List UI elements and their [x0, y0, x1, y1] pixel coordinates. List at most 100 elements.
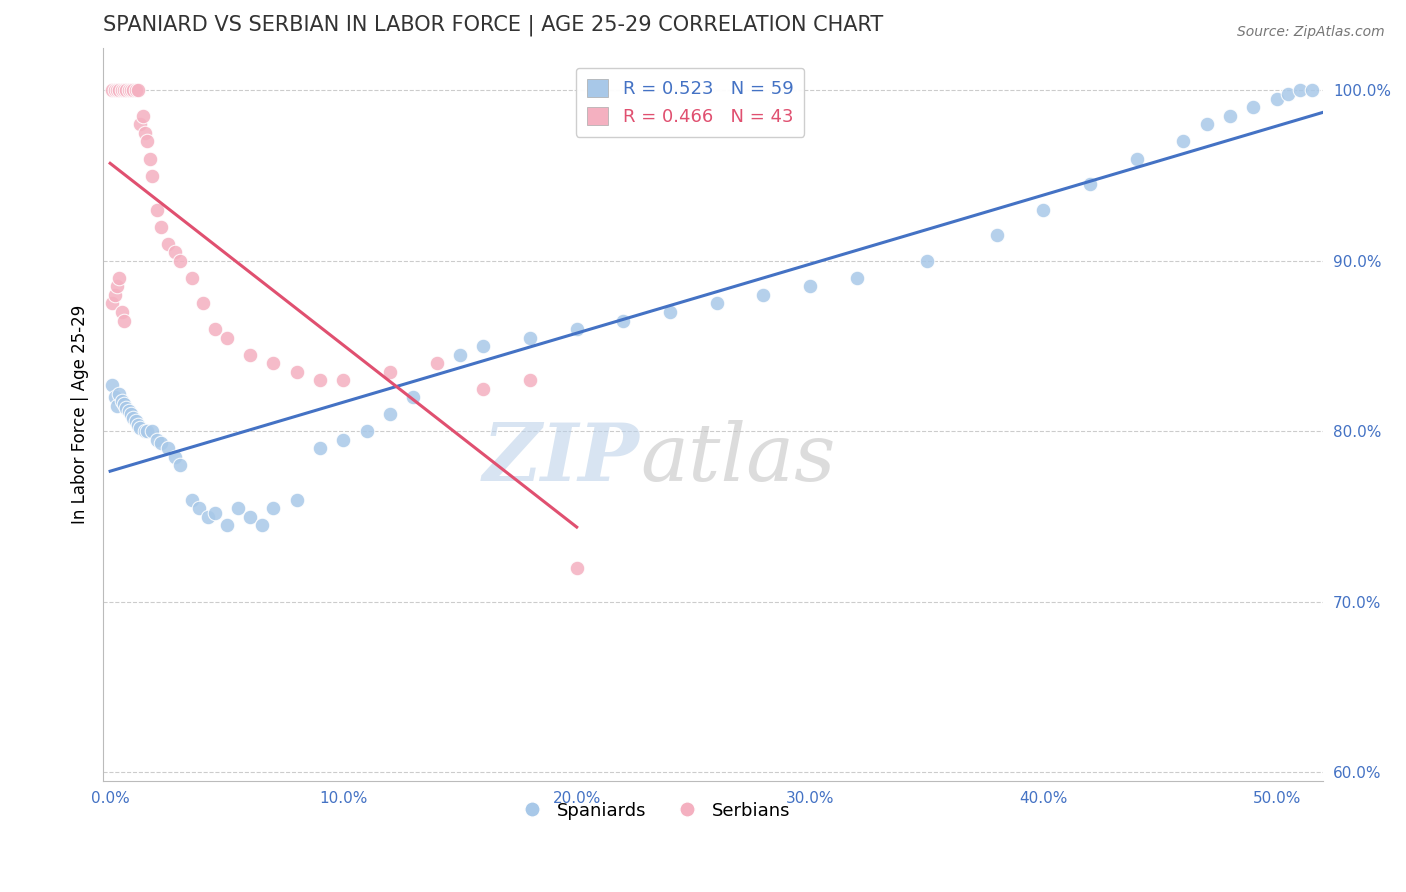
- Point: [105, 83, 128, 97]
- Point: [1032, 202, 1054, 217]
- Point: [129, 421, 152, 435]
- Point: [1277, 87, 1299, 101]
- Point: [134, 425, 156, 439]
- Point: [1219, 109, 1241, 123]
- Point: [239, 509, 262, 524]
- Point: [239, 348, 262, 362]
- Point: [262, 501, 284, 516]
- Point: [1301, 83, 1323, 97]
- Point: [659, 305, 682, 319]
- Point: [612, 313, 634, 327]
- Point: [141, 169, 163, 183]
- Text: SPANIARD VS SERBIAN IN LABOR FORCE | AGE 25-29 CORRELATION CHART: SPANIARD VS SERBIAN IN LABOR FORCE | AGE…: [103, 15, 883, 37]
- Point: [104, 83, 127, 97]
- Point: [519, 373, 541, 387]
- Point: [129, 117, 152, 131]
- Point: [285, 492, 308, 507]
- Text: ZIP: ZIP: [484, 419, 640, 497]
- Point: [402, 390, 425, 404]
- Point: [187, 501, 209, 516]
- Point: [146, 433, 169, 447]
- Point: [204, 322, 226, 336]
- Point: [139, 152, 162, 166]
- Point: [752, 288, 775, 302]
- Point: [197, 509, 219, 524]
- Point: [169, 253, 191, 268]
- Point: [250, 518, 273, 533]
- Point: [118, 83, 141, 97]
- Point: [180, 271, 202, 285]
- Point: [104, 288, 127, 302]
- Point: [204, 506, 226, 520]
- Point: [915, 253, 938, 268]
- Point: [378, 407, 401, 421]
- Text: atlas: atlas: [640, 419, 835, 497]
- Point: [165, 450, 187, 464]
- Point: [169, 458, 191, 473]
- Text: Source: ZipAtlas.com: Source: ZipAtlas.com: [1237, 25, 1385, 39]
- Point: [150, 436, 173, 450]
- Point: [101, 296, 124, 310]
- Point: [111, 83, 134, 97]
- Point: [146, 202, 169, 217]
- Point: [1078, 177, 1101, 191]
- Point: [332, 373, 354, 387]
- Point: [105, 279, 128, 293]
- Point: [472, 382, 495, 396]
- Point: [309, 373, 332, 387]
- Point: [845, 271, 868, 285]
- Point: [165, 245, 187, 260]
- Point: [1289, 83, 1312, 97]
- Point: [127, 83, 149, 97]
- Point: [118, 404, 141, 418]
- Point: [112, 83, 135, 97]
- Legend: Spaniards, Serbians: Spaniards, Serbians: [506, 795, 797, 827]
- Point: [122, 410, 145, 425]
- Point: [125, 414, 148, 428]
- Point: [157, 236, 180, 251]
- Point: [136, 425, 159, 439]
- Point: [180, 492, 202, 507]
- Point: [565, 322, 588, 336]
- Point: [1265, 92, 1288, 106]
- Point: [706, 296, 728, 310]
- Point: [134, 126, 156, 140]
- Point: [112, 313, 135, 327]
- Point: [108, 83, 131, 97]
- Point: [426, 356, 449, 370]
- Point: [125, 83, 148, 97]
- Point: [472, 339, 495, 353]
- Point: [104, 390, 127, 404]
- Point: [1195, 117, 1218, 131]
- Point: [986, 228, 1008, 243]
- Point: [120, 83, 142, 97]
- Point: [1125, 152, 1147, 166]
- Point: [193, 296, 215, 310]
- Point: [228, 501, 250, 516]
- Point: [215, 330, 238, 344]
- Point: [101, 378, 124, 392]
- Point: [120, 407, 142, 421]
- Point: [332, 433, 354, 447]
- Point: [101, 83, 124, 97]
- Point: [132, 109, 155, 123]
- Point: [1173, 135, 1195, 149]
- Y-axis label: In Labor Force | Age 25-29: In Labor Force | Age 25-29: [72, 305, 89, 524]
- Point: [309, 442, 332, 456]
- Point: [127, 417, 149, 432]
- Point: [449, 348, 471, 362]
- Point: [378, 365, 401, 379]
- Point: [1241, 100, 1264, 114]
- Point: [565, 561, 588, 575]
- Point: [108, 387, 131, 401]
- Point: [112, 397, 135, 411]
- Point: [262, 356, 284, 370]
- Point: [141, 425, 163, 439]
- Point: [111, 305, 134, 319]
- Point: [108, 271, 131, 285]
- Point: [215, 518, 238, 533]
- Point: [115, 83, 138, 97]
- Point: [122, 83, 145, 97]
- Point: [356, 425, 378, 439]
- Point: [285, 365, 308, 379]
